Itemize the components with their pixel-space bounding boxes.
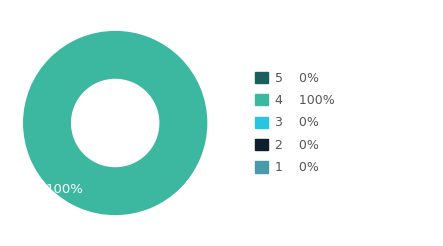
Legend: 5    0%, 4    100%, 3    0%, 2    0%, 1    0%: 5 0%, 4 100%, 3 0%, 2 0%, 1 0% [255,72,335,174]
Text: 100%: 100% [46,183,83,196]
Wedge shape [23,31,207,215]
